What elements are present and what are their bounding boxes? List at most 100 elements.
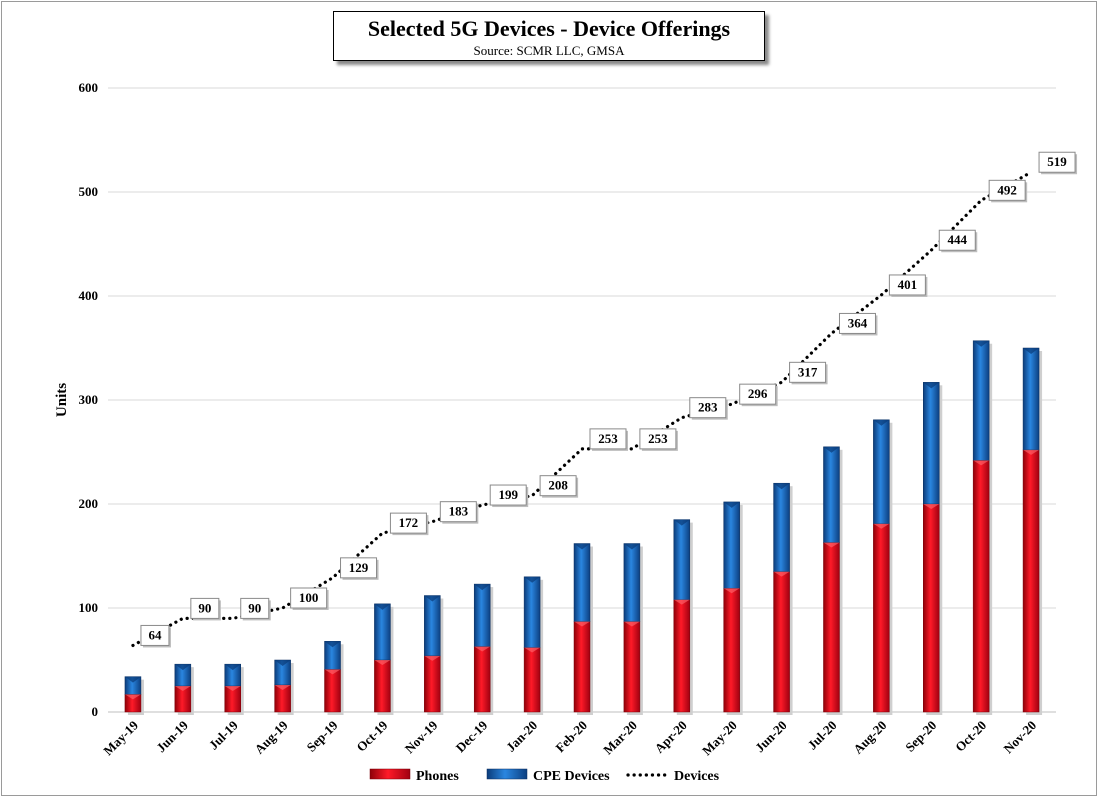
bar-cpe-bevel [574,543,590,550]
data-label-box [340,557,378,579]
y-axis-label: Units [54,383,70,417]
data-label-box [489,484,527,506]
bar-cpe [673,519,691,600]
y-tick-label: 500 [79,184,99,199]
x-tick-label: May-20 [699,718,740,759]
y-tick-label: 400 [79,288,99,303]
x-tick-label: Aug-19 [252,717,292,757]
bar-cpe [573,543,591,622]
data-label: 444 [948,232,968,247]
data-label: 208 [548,478,568,493]
x-tick-label: Apr-20 [652,718,690,756]
bar-phones [523,647,541,713]
bar-cpe [1022,347,1040,451]
data-label-box [240,597,270,619]
bar-phones [823,542,840,713]
data-label-box [739,383,777,405]
data-label: 253 [598,431,618,446]
bar-cpe-bevel [174,664,191,671]
x-tick-label: Jun-19 [153,717,191,755]
bar-phones-bevel [474,646,491,652]
legend-label: CPE Devices [533,769,610,784]
data-label: 401 [898,277,918,292]
bar-cpe-bevel [224,664,241,671]
data-label-box [789,361,827,383]
legend-label: Devices [674,769,720,784]
data-label-box [888,274,926,296]
bar-phones-bevel [723,588,740,594]
bar-cpe [523,576,541,648]
data-label: 296 [748,386,768,401]
data-label-box [190,597,220,619]
bar-cpe [374,603,391,661]
bar-phones [873,523,890,713]
legend-swatch-cpe [486,768,528,780]
bar-cpe [972,340,990,461]
bar-cpe-bevel [124,676,141,683]
bar-cpe-bevel [923,382,940,389]
x-tick-label: May-19 [100,717,141,758]
bar-phones [424,655,441,713]
data-label-box [140,624,170,646]
data-label-box [938,229,976,251]
x-tick-label: Oct-20 [952,718,989,755]
bar-cpe-bevel [274,660,291,666]
bar-cpe-bevel [324,641,341,648]
chart-title: Selected 5G Devices - Device Offerings [367,16,731,41]
bar-phones [673,599,691,713]
bar-cpe-bevel [474,584,491,591]
data-label-box [539,475,577,497]
bar-phones-bevel [873,523,890,529]
bar-phones-bevel [524,647,541,653]
data-label-box [1038,151,1076,173]
bar-cpe-bevel [673,519,690,526]
data-label: 90 [198,600,211,615]
bar-phones [324,669,341,713]
bar-phones-bevel [623,621,640,627]
bar-cpe-bevel [623,543,640,550]
data-label-box [389,512,427,534]
bar-phones-bevel [424,655,441,661]
bar-phones-bevel [124,694,141,700]
y-tick-label: 200 [79,496,99,511]
bar-cpe-bevel [973,340,990,347]
bar-phones [573,621,591,713]
bar-phones [623,621,641,713]
bar-phones-bevel [673,599,690,605]
bar-phones [972,460,990,713]
bar-cpe-bevel [524,576,541,583]
bar-phones-bevel [923,504,940,509]
bar-phones [473,646,491,713]
data-label-box [689,397,727,419]
data-label: 183 [449,504,469,519]
bar-phones [374,659,391,713]
bar-phones-bevel [973,460,990,466]
chart-subtitle: Source: SCMR LLC, GMSA [473,43,625,58]
bar-phones [923,503,940,713]
legend-label: Phones [416,769,459,784]
y-tick-label: 100 [79,600,99,615]
y-tick-label: 0 [92,704,99,719]
bar-phones-bevel [574,621,590,627]
data-label: 492 [997,182,1017,197]
bar-phones-bevel [374,660,391,665]
data-label-box [838,312,876,334]
data-label: 90 [248,600,261,615]
bar-cpe-bevel [374,603,391,610]
x-tick-label: Oct-19 [353,717,391,755]
chart-title-box: Selected 5G Devices - Device Offerings S… [333,11,765,61]
bar-phones-bevel [174,686,191,691]
x-tick-label: Feb-20 [552,718,590,756]
x-tick-label: Jun-20 [752,718,790,756]
bar-cpe [823,446,840,543]
x-tick-label: Jan-20 [503,718,540,755]
bar-phones [1022,449,1040,713]
x-tick-label: Jul-20 [804,718,839,753]
data-label: 129 [349,560,369,575]
bar-phones-bevel [274,684,291,690]
data-label: 172 [399,515,419,530]
data-label: 100 [299,590,319,605]
legend-swatch-phones [369,768,411,780]
